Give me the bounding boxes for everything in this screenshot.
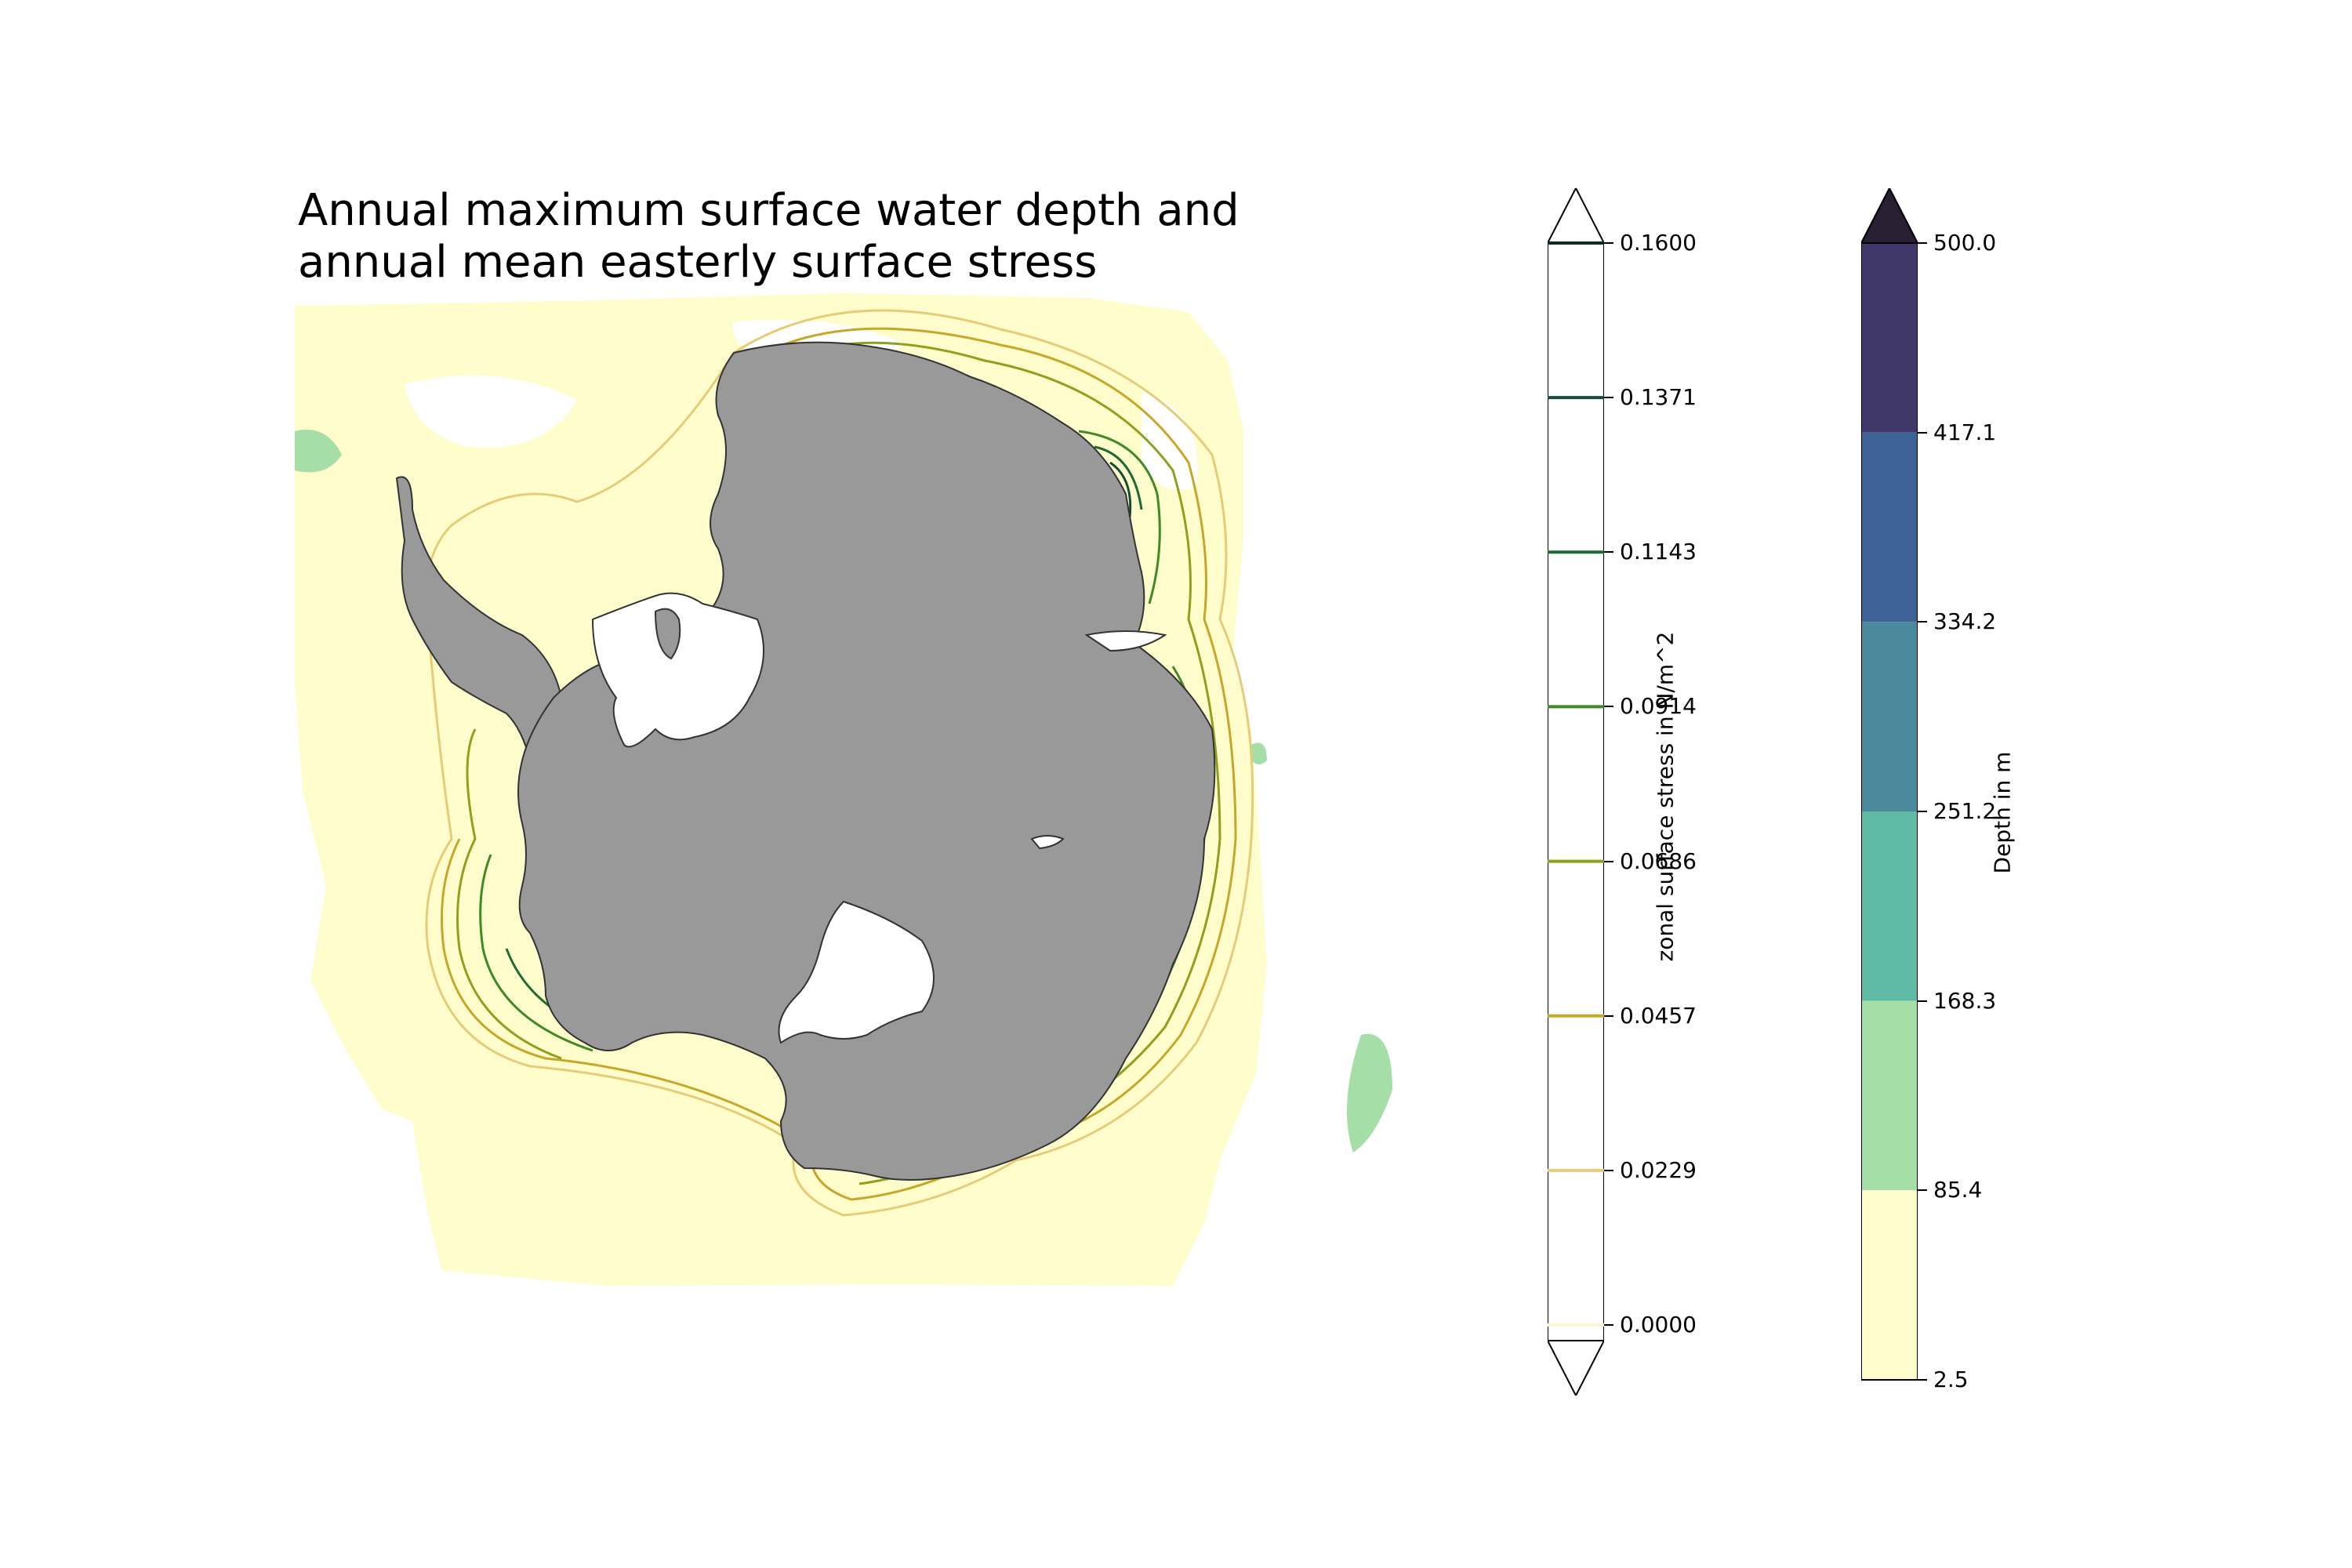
depth-tick-mark [1918, 621, 1927, 623]
stress-colorbar-label: zonal surface stress in N/m^2 [1652, 631, 1679, 962]
stress-tick-label: 0.0000 [1620, 1312, 1697, 1338]
stress-tick-label: 0.0457 [1620, 1002, 1697, 1029]
depth-colorbar-label: Depth in m [1989, 751, 2016, 874]
depth-band [1861, 1000, 1918, 1191]
depth-tick-label: 168.3 [1933, 987, 1997, 1014]
stress-tick-mark [1604, 706, 1613, 708]
depth-band [1861, 811, 1918, 1001]
depth-tick-mark [1918, 1000, 1927, 1002]
depth-colorbar-frame [1861, 242, 1918, 1381]
depth-patch [1347, 1033, 1392, 1152]
stress-tick-mark [1604, 242, 1613, 244]
stress-tick-label: 0.1600 [1620, 230, 1697, 256]
depth-tick-mark [1918, 811, 1927, 812]
depth-tick-label: 251.2 [1933, 798, 1997, 824]
stress-tick-label: 0.1143 [1620, 539, 1697, 565]
depth-band [1861, 1190, 1918, 1380]
antarctica-map [295, 293, 1486, 1309]
stress-tick-label: 0.0914 [1620, 693, 1697, 720]
depth-band [1861, 622, 1918, 811]
stress-tick-mark [1604, 860, 1613, 862]
stress-contour [441, 327, 1237, 1201]
stress-tick-mark [1604, 551, 1613, 554]
chart-title: Annual maximum surface water depth and a… [298, 185, 1240, 289]
depth-tick-mark [1918, 431, 1927, 434]
stress-tick-mark [1604, 397, 1613, 399]
depth-tick-label: 417.1 [1933, 419, 1997, 445]
depth-tick-label: 334.2 [1933, 608, 1997, 635]
stress-tick-mark [1604, 1014, 1613, 1017]
depth-tick-label: 500.0 [1933, 230, 1997, 256]
depth-colorbar-extend-top [1861, 188, 1918, 244]
stress-tick-label: 0.1371 [1620, 384, 1697, 411]
stress-tick-label: 0.0229 [1620, 1156, 1697, 1183]
depth-tick-mark [1918, 1189, 1927, 1192]
depth-tick-label: 2.5 [1933, 1367, 1969, 1392]
title-line-2: annual mean easterly surface stress [298, 237, 1098, 288]
stress-colorbar-extend-bottom [1548, 1340, 1604, 1396]
stress-tick-mark [1604, 1324, 1613, 1326]
stress-colorbar-body [1548, 242, 1604, 1341]
stress-tick-mark [1604, 1169, 1613, 1171]
depth-band [1861, 243, 1918, 433]
title-line-1: Annual maximum surface water depth and [298, 185, 1240, 236]
depth-band [1861, 432, 1918, 622]
depth-tick-label: 85.4 [1933, 1177, 1983, 1203]
ice-shelf [591, 592, 764, 748]
depth-tick-mark [1918, 1379, 1927, 1381]
stress-colorbar: 0.1600 0.1371 0.1143 0.0914 0.0686 0.0457 0.02… [1548, 188, 1697, 1396]
ice-shelf [778, 900, 935, 1044]
stress-colorbar-extend-top [1548, 188, 1604, 244]
stress-tick-label: 0.0686 [1620, 848, 1697, 874]
depth-colorbar: 500.0 417.1 334.2 251.2 168.3 85.4 2.5 Depth i… [1861, 188, 2016, 1396]
depth-tick-mark [1918, 242, 1927, 244]
